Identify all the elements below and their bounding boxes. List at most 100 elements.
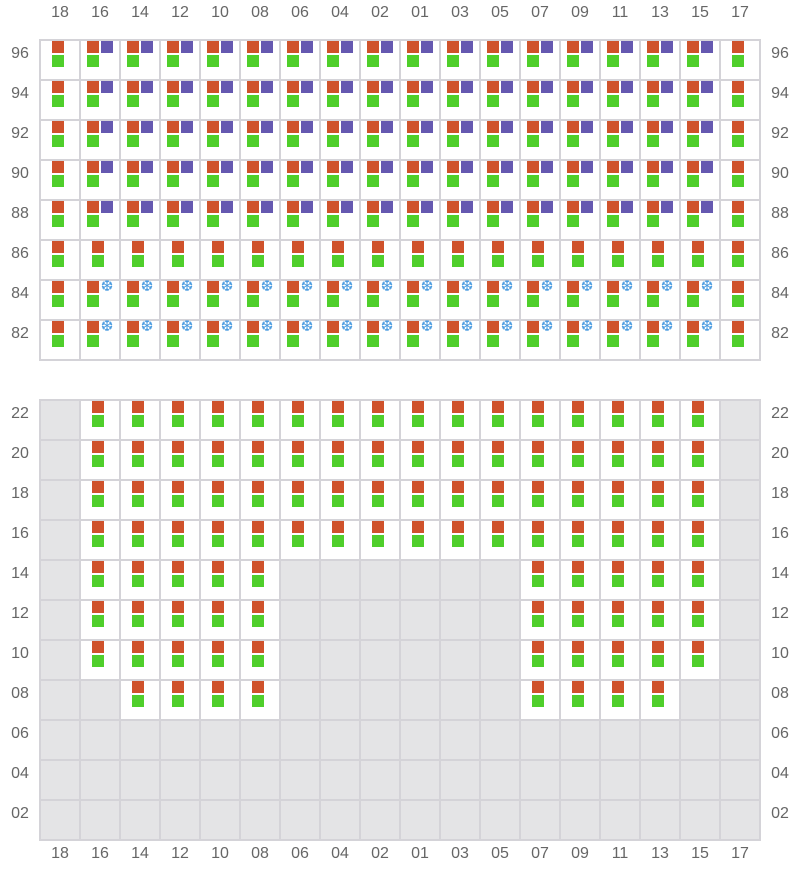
stall-cell[interactable] bbox=[81, 441, 119, 479]
stall-cell[interactable] bbox=[561, 401, 599, 439]
stall-cell[interactable] bbox=[281, 41, 319, 79]
stall-cell[interactable] bbox=[361, 241, 399, 279]
stall-cell[interactable] bbox=[241, 161, 279, 199]
stall-cell[interactable] bbox=[121, 561, 159, 599]
stall-cell[interactable] bbox=[121, 601, 159, 639]
stall-cell[interactable] bbox=[41, 41, 79, 79]
stall-cell[interactable] bbox=[281, 81, 319, 119]
stall-cell[interactable] bbox=[601, 601, 639, 639]
stall-cell[interactable]: ❆ bbox=[201, 319, 239, 359]
stall-cell[interactable] bbox=[281, 241, 319, 279]
stall-cell[interactable] bbox=[721, 201, 759, 239]
stall-cell[interactable] bbox=[241, 401, 279, 439]
stall-cell[interactable] bbox=[601, 81, 639, 119]
stall-cell[interactable] bbox=[121, 161, 159, 199]
stall-cell[interactable] bbox=[281, 441, 319, 479]
stall-cell[interactable] bbox=[321, 521, 359, 559]
stall-cell[interactable] bbox=[241, 601, 279, 639]
stall-cell[interactable] bbox=[361, 121, 399, 159]
stall-cell[interactable]: ❆ bbox=[81, 279, 119, 319]
stall-cell[interactable] bbox=[481, 81, 519, 119]
stall-cell[interactable] bbox=[201, 641, 239, 679]
stall-cell[interactable] bbox=[321, 481, 359, 519]
stall-cell[interactable] bbox=[441, 481, 479, 519]
stall-cell[interactable] bbox=[281, 521, 319, 559]
stall-cell[interactable] bbox=[401, 481, 439, 519]
stall-cell[interactable] bbox=[561, 201, 599, 239]
stall-cell[interactable] bbox=[721, 121, 759, 159]
stall-cell[interactable] bbox=[481, 441, 519, 479]
stall-cell[interactable] bbox=[121, 241, 159, 279]
stall-cell[interactable] bbox=[161, 401, 199, 439]
stall-cell[interactable] bbox=[81, 561, 119, 599]
stall-cell[interactable] bbox=[241, 81, 279, 119]
stall-cell[interactable] bbox=[121, 401, 159, 439]
stall-cell[interactable] bbox=[601, 161, 639, 199]
stall-cell[interactable] bbox=[201, 41, 239, 79]
stall-cell[interactable] bbox=[361, 521, 399, 559]
stall-cell[interactable]: ❆ bbox=[481, 319, 519, 359]
stall-cell[interactable] bbox=[561, 121, 599, 159]
stall-cell[interactable] bbox=[401, 161, 439, 199]
stall-cell[interactable] bbox=[161, 121, 199, 159]
stall-cell[interactable] bbox=[241, 201, 279, 239]
stall-cell[interactable] bbox=[201, 161, 239, 199]
stall-cell[interactable] bbox=[601, 521, 639, 559]
stall-cell[interactable] bbox=[561, 81, 599, 119]
stall-cell[interactable] bbox=[241, 561, 279, 599]
stall-cell[interactable] bbox=[601, 441, 639, 479]
stall-cell[interactable]: ❆ bbox=[321, 319, 359, 359]
stall-cell[interactable]: ❆ bbox=[401, 279, 439, 319]
stall-cell[interactable] bbox=[201, 481, 239, 519]
stall-cell[interactable] bbox=[521, 81, 559, 119]
stall-cell[interactable] bbox=[481, 521, 519, 559]
stall-cell[interactable] bbox=[121, 481, 159, 519]
stall-cell[interactable] bbox=[361, 201, 399, 239]
stall-cell[interactable] bbox=[241, 241, 279, 279]
stall-cell[interactable] bbox=[81, 241, 119, 279]
stall-cell[interactable]: ❆ bbox=[361, 279, 399, 319]
stall-cell[interactable]: ❆ bbox=[441, 279, 479, 319]
stall-cell[interactable] bbox=[601, 561, 639, 599]
stall-cell[interactable] bbox=[321, 241, 359, 279]
stall-cell[interactable] bbox=[601, 241, 639, 279]
stall-cell[interactable] bbox=[681, 601, 719, 639]
stall-cell[interactable] bbox=[481, 121, 519, 159]
stall-cell[interactable] bbox=[481, 481, 519, 519]
stall-cell[interactable] bbox=[521, 601, 559, 639]
stall-cell[interactable] bbox=[601, 681, 639, 719]
stall-cell[interactable] bbox=[521, 481, 559, 519]
stall-cell[interactable] bbox=[121, 441, 159, 479]
stall-cell[interactable] bbox=[401, 241, 439, 279]
stall-cell[interactable] bbox=[321, 161, 359, 199]
stall-cell[interactable]: ❆ bbox=[281, 279, 319, 319]
stall-cell[interactable] bbox=[361, 161, 399, 199]
stall-cell[interactable] bbox=[681, 481, 719, 519]
stall-cell[interactable] bbox=[641, 41, 679, 79]
stall-cell[interactable] bbox=[161, 41, 199, 79]
stall-cell[interactable] bbox=[201, 81, 239, 119]
stall-cell[interactable] bbox=[281, 161, 319, 199]
stall-cell[interactable] bbox=[641, 601, 679, 639]
stall-cell[interactable] bbox=[121, 521, 159, 559]
stall-cell[interactable]: ❆ bbox=[81, 319, 119, 359]
stall-cell[interactable] bbox=[721, 321, 759, 359]
stall-cell[interactable] bbox=[521, 441, 559, 479]
stall-cell[interactable] bbox=[81, 601, 119, 639]
stall-cell[interactable] bbox=[121, 681, 159, 719]
stall-cell[interactable]: ❆ bbox=[481, 279, 519, 319]
stall-cell[interactable] bbox=[161, 161, 199, 199]
stall-cell[interactable] bbox=[201, 521, 239, 559]
stall-cell[interactable] bbox=[681, 121, 719, 159]
stall-cell[interactable] bbox=[721, 161, 759, 199]
stall-cell[interactable] bbox=[361, 441, 399, 479]
stall-cell[interactable] bbox=[281, 401, 319, 439]
stall-cell[interactable] bbox=[521, 241, 559, 279]
stall-cell[interactable] bbox=[641, 81, 679, 119]
stall-cell[interactable] bbox=[681, 641, 719, 679]
stall-cell[interactable] bbox=[81, 521, 119, 559]
stall-cell[interactable] bbox=[41, 81, 79, 119]
stall-cell[interactable] bbox=[361, 481, 399, 519]
stall-cell[interactable] bbox=[681, 201, 719, 239]
stall-cell[interactable] bbox=[681, 41, 719, 79]
